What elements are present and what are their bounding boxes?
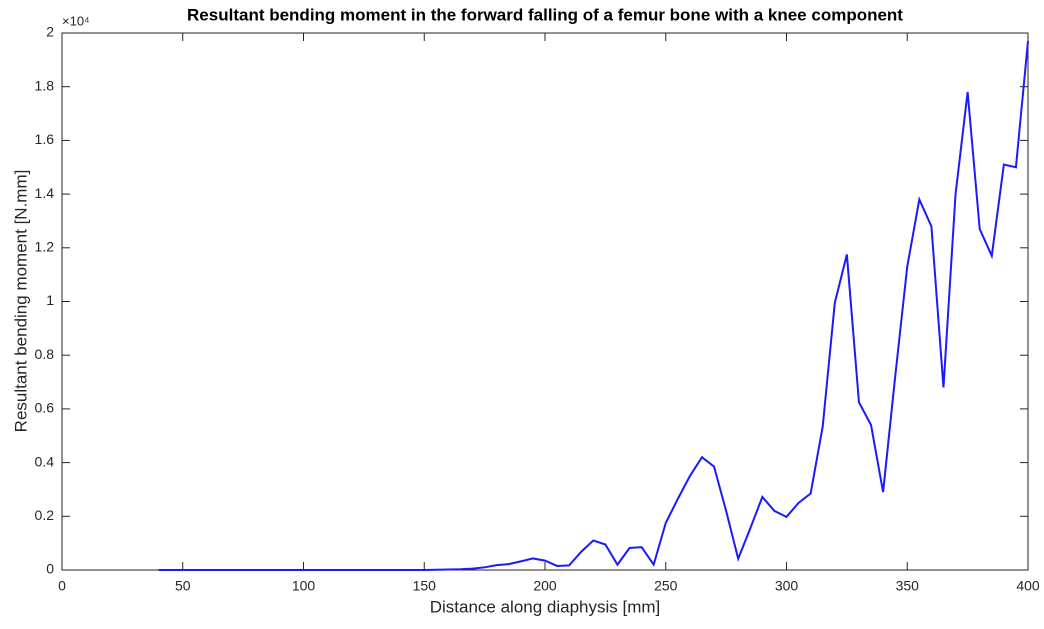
y-tick-label: 0 [46,561,54,577]
y-tick-label: 2 [46,24,54,40]
y-multiplier: ×10⁴ [62,13,90,28]
y-tick-label: 1.8 [35,77,55,93]
y-tick-label: 0.6 [35,400,55,416]
data-line [158,40,1029,571]
x-tick-label: 400 [1016,578,1040,594]
x-tick-label: 50 [175,578,191,594]
x-tick-label: 300 [775,578,799,594]
y-tick-label: 0.4 [35,453,55,469]
x-tick-label: 100 [292,578,316,594]
y-tick-label: 1.2 [35,239,55,255]
y-tick-label: 1 [46,292,54,308]
chart-title: Resultant bending moment in the forward … [187,5,903,24]
y-tick-label: 1.4 [35,185,55,201]
x-tick-label: 350 [896,578,920,594]
plot-box [61,32,1029,571]
x-tick-label: 200 [533,578,557,594]
x-axis-label: Distance along diaphysis [mm] [430,597,661,616]
x-tick-label: 0 [58,578,66,594]
y-tick-label: 0.8 [35,346,55,362]
x-tick-label: 150 [413,578,437,594]
y-tick-label: 0.2 [35,507,55,523]
y-axis-label: Resultant bending moment [N.mm] [11,170,30,433]
y-tick-label: 1.6 [35,131,55,147]
x-tick-label: 250 [654,578,678,594]
